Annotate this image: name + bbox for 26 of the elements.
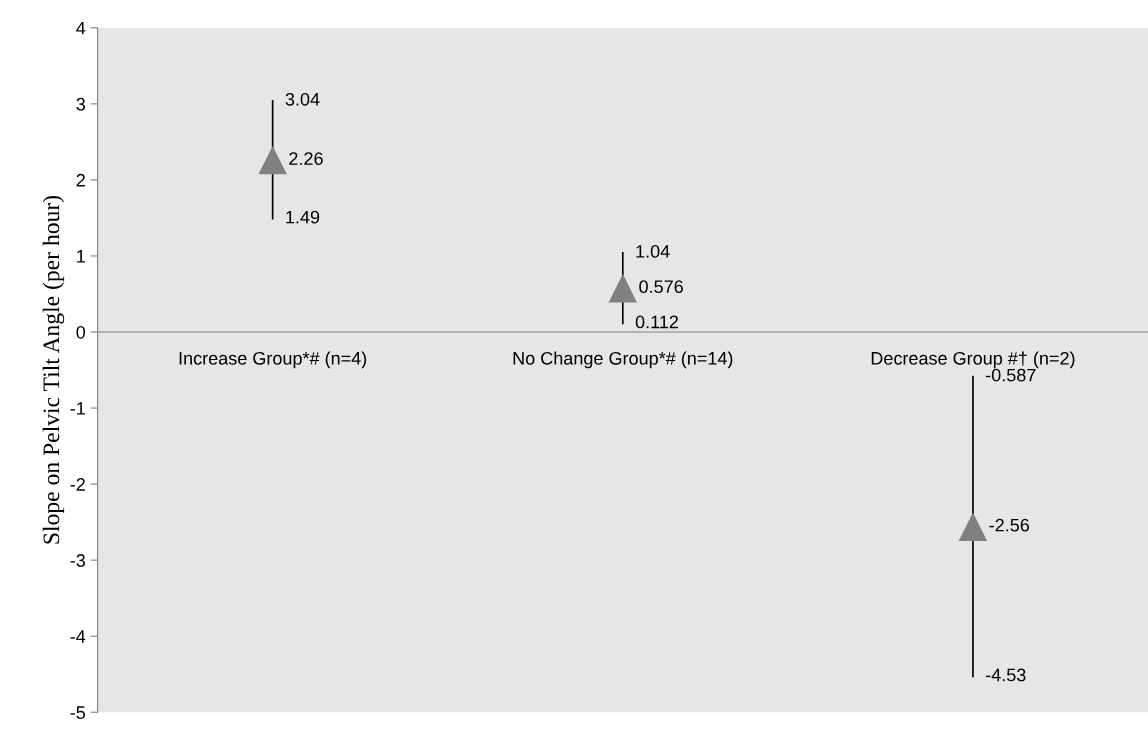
x-tick-label: Decrease Group #† (n=2) bbox=[871, 351, 1075, 369]
data-label: 2.26 bbox=[289, 152, 323, 165]
y-tick-label: 3 bbox=[76, 97, 85, 111]
y-tick-label: 1 bbox=[77, 250, 85, 263]
x-tick-label: No Change Group*# (n=14) bbox=[513, 351, 733, 369]
y-tick-label: -3 bbox=[70, 554, 85, 567]
point bbox=[258, 145, 287, 175]
annotation: 1.04 bbox=[636, 244, 670, 258]
y-tick-label: -2 bbox=[70, 478, 85, 491]
y-tick-label: -1 bbox=[70, 402, 85, 415]
annotation: 3.04 bbox=[285, 92, 320, 106]
y-axis-title: Slope on Pelvic Tilt Angle (per hour) bbox=[42, 195, 65, 544]
y-tick-label: 2 bbox=[76, 173, 85, 187]
point bbox=[608, 273, 638, 303]
y-tick-label: -4 bbox=[70, 630, 86, 643]
x-tick-label: Increase Group*# (n=4) bbox=[179, 351, 367, 369]
y-tick-label: 0 bbox=[76, 325, 86, 339]
y-tick-label: 4 bbox=[76, 21, 86, 35]
annotation: -4.53 bbox=[985, 668, 1026, 682]
data-label: 0.576 bbox=[639, 280, 683, 294]
point bbox=[958, 512, 988, 541]
annotation: 0.112 bbox=[635, 315, 678, 329]
annotation: 1.49 bbox=[286, 210, 320, 224]
annotation: -0.587 bbox=[985, 368, 1036, 382]
data-label: -2.56 bbox=[989, 518, 1030, 532]
y-tick-label: -5 bbox=[70, 706, 86, 719]
